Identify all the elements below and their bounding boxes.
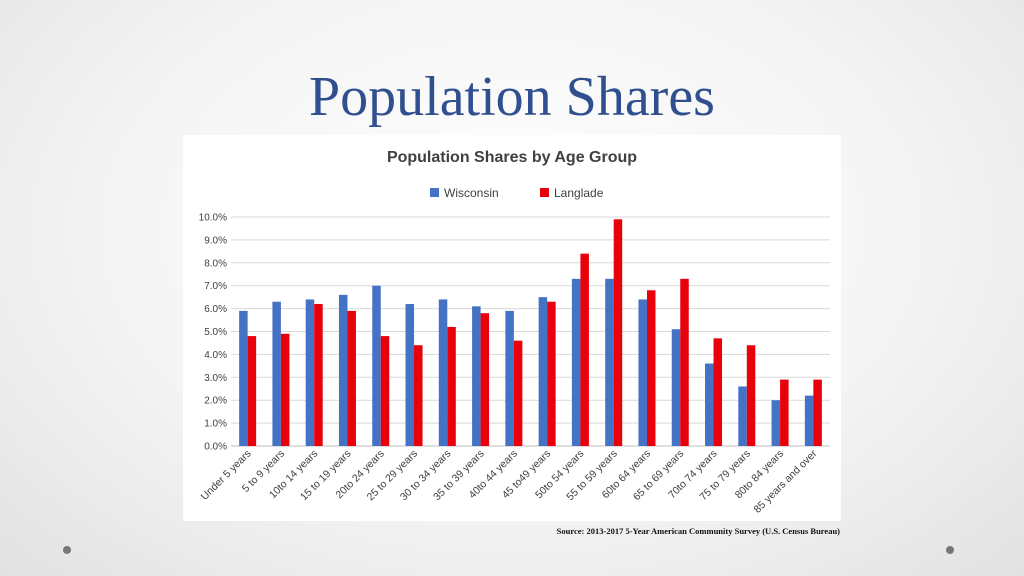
bar-langlade-2 bbox=[314, 304, 323, 446]
bar-langlade-16 bbox=[780, 379, 789, 446]
bar-wisconsin-13 bbox=[671, 329, 681, 446]
bar-langlade-9 bbox=[547, 301, 556, 446]
slide-title: Population Shares bbox=[309, 66, 715, 128]
chart-panel: Population Shares by Age Group Wisconsin… bbox=[183, 135, 841, 521]
bar-wisconsin-11 bbox=[605, 278, 614, 446]
legend-label-0: Wisconsin bbox=[444, 186, 499, 200]
bar-wisconsin-2 bbox=[305, 299, 315, 446]
bar-langlade-12 bbox=[646, 290, 656, 446]
bar-langlade-10 bbox=[580, 253, 589, 446]
y-tick-label: 5.0% bbox=[204, 327, 227, 338]
bar-langlade-4 bbox=[380, 336, 390, 446]
y-tick-label: 10.0% bbox=[199, 213, 227, 224]
bar-langlade-15 bbox=[746, 345, 756, 446]
bar-wisconsin-0 bbox=[239, 310, 248, 446]
x-tick-label: 85 years and over bbox=[752, 447, 820, 515]
chart-bars bbox=[239, 219, 822, 446]
y-tick-label: 8.0% bbox=[204, 258, 227, 269]
bar-wisconsin-12 bbox=[638, 299, 647, 446]
bar-langlade-5 bbox=[414, 345, 423, 446]
bar-wisconsin-7 bbox=[472, 306, 481, 446]
decorative-dot-left bbox=[63, 546, 71, 554]
bar-langlade-6 bbox=[447, 326, 456, 446]
legend-swatch-0 bbox=[430, 188, 439, 197]
bar-wisconsin-6 bbox=[438, 299, 448, 446]
bar-langlade-8 bbox=[513, 340, 523, 446]
bar-wisconsin-8 bbox=[505, 310, 514, 446]
decorative-dot-right bbox=[946, 546, 954, 554]
y-tick-label: 4.0% bbox=[204, 350, 227, 361]
bar-chart: Population Shares by Age Group Wisconsin… bbox=[199, 149, 830, 516]
bar-wisconsin-3 bbox=[338, 294, 348, 446]
y-tick-label: 3.0% bbox=[204, 373, 227, 384]
bar-wisconsin-14 bbox=[705, 363, 714, 446]
bar-langlade-7 bbox=[480, 313, 490, 446]
bar-langlade-0 bbox=[247, 336, 257, 446]
chart-title: Population Shares by Age Group bbox=[387, 149, 637, 166]
source-note: Source: 2013-2017 5-Year American Commun… bbox=[556, 526, 840, 536]
y-tick-label: 9.0% bbox=[204, 235, 227, 246]
bar-langlade-13 bbox=[680, 278, 689, 446]
bar-langlade-17 bbox=[813, 379, 822, 446]
legend-swatch-1 bbox=[540, 188, 549, 197]
chart-gridlines bbox=[231, 216, 830, 447]
bar-wisconsin-16 bbox=[771, 400, 781, 446]
bar-wisconsin-1 bbox=[272, 301, 281, 446]
bar-wisconsin-15 bbox=[738, 386, 747, 446]
y-tick-label: 6.0% bbox=[204, 304, 227, 315]
y-tick-label: 0.0% bbox=[204, 442, 227, 453]
bar-langlade-11 bbox=[613, 219, 623, 446]
bar-wisconsin-9 bbox=[538, 297, 548, 446]
y-tick-label: 2.0% bbox=[204, 396, 227, 407]
bar-langlade-3 bbox=[347, 310, 356, 446]
y-axis-ticks: 0.0% 1.0% 2.0% 3.0% 4.0% 5.0% 6.0% 7.0% 8.0% 9.0%… bbox=[199, 213, 227, 453]
bar-langlade-14 bbox=[713, 338, 723, 446]
bar-wisconsin-17 bbox=[804, 395, 814, 446]
bar-langlade-1 bbox=[280, 333, 290, 446]
bar-wisconsin-10 bbox=[571, 278, 581, 446]
chart-legend: Wisconsin Langlade bbox=[430, 186, 604, 200]
bar-wisconsin-5 bbox=[405, 304, 415, 446]
bar-wisconsin-4 bbox=[372, 285, 381, 446]
legend-label-1: Langlade bbox=[554, 186, 604, 200]
y-tick-label: 7.0% bbox=[204, 281, 227, 292]
y-tick-label: 1.0% bbox=[204, 419, 227, 430]
x-tick-label: Under 5 years bbox=[199, 448, 254, 503]
